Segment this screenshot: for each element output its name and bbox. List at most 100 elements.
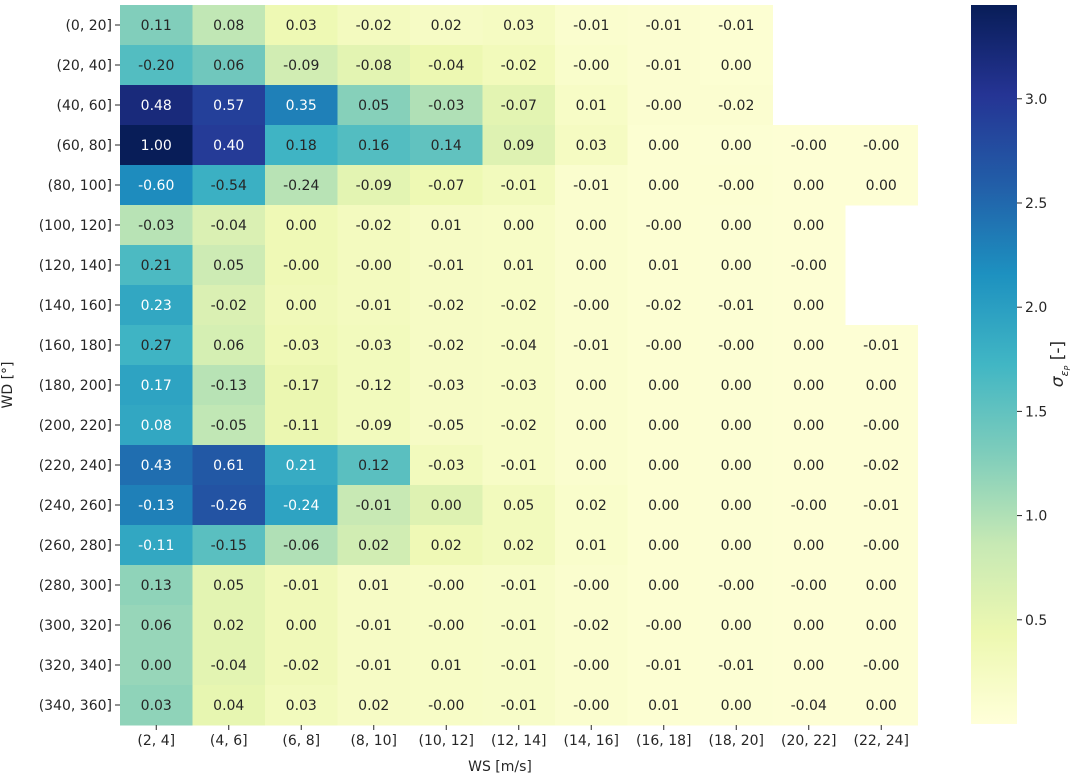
cell-value-label: 0.04 [213, 698, 244, 714]
cell-value-label: -0.00 [573, 698, 609, 714]
cell-value-label: -0.02 [283, 658, 319, 674]
heatmap-cell [627, 285, 701, 326]
cell-value-label: 0.01 [648, 698, 679, 714]
heatmap-cell [555, 605, 628, 646]
cell-value-label: -0.13 [138, 498, 174, 514]
heatmap-cell [555, 405, 628, 446]
cell-value-label: -0.01 [501, 658, 537, 674]
colorbar-tick-label: 0.5 [1025, 613, 1047, 629]
y-axis-label: WD [°] [0, 362, 16, 409]
cell-value-label: 0.03 [286, 698, 317, 714]
cell-value-label: 0.02 [358, 698, 389, 714]
cell-value-label: -0.24 [283, 178, 319, 194]
heatmap-cell [337, 405, 411, 446]
cell-value-label: -0.00 [573, 298, 609, 314]
x-tick-label: (12, 14] [491, 733, 546, 749]
cell-value-label: 0.08 [213, 18, 244, 34]
cell-value-label: -0.00 [428, 578, 464, 594]
heatmap-cell [482, 245, 556, 286]
cell-value-label: 0.16 [358, 138, 389, 154]
colorbar-tick-label: 1.0 [1025, 509, 1047, 525]
heatmap-cell [482, 645, 556, 686]
cell-value-label: 0.01 [576, 98, 607, 114]
heatmap-cell [120, 285, 193, 326]
heatmap-cell [700, 5, 773, 46]
y-tick-label: (320, 340] [39, 658, 112, 674]
heatmap-cell [192, 445, 266, 486]
heatmap-cell [772, 245, 846, 286]
heatmap-cell [772, 205, 846, 246]
cell-value-label: 0.00 [141, 658, 172, 674]
heatmap-cell [845, 445, 918, 486]
cell-value-label: -0.01 [356, 298, 392, 314]
heatmap-cell [192, 45, 266, 86]
cell-value-label: -0.02 [646, 298, 682, 314]
heatmap-cell [410, 565, 483, 606]
heatmap-cell [337, 525, 411, 566]
heatmap-cell [192, 485, 266, 526]
heatmap-cell [192, 405, 266, 446]
heatmap-cell [337, 645, 411, 686]
heatmap-cell [337, 245, 411, 286]
heatmap-cell [627, 525, 701, 566]
y-tick-label: (140, 160] [39, 298, 112, 314]
cell-value-label: 0.00 [793, 178, 824, 194]
heatmap-cell [265, 45, 338, 86]
heatmap-cell [120, 405, 193, 446]
y-tick-label: (100, 120] [39, 218, 112, 234]
heatmap-cell [337, 205, 411, 246]
cell-value-label: 0.00 [648, 378, 679, 394]
heatmap-cell [482, 125, 556, 166]
cell-value-label: -0.01 [646, 18, 682, 34]
cell-value-label: 0.00 [286, 298, 317, 314]
heatmap-cell [555, 5, 628, 46]
colorbar-label-symbol: σ [1048, 375, 1068, 387]
cell-value-label: -0.01 [356, 498, 392, 514]
cell-value-label: 0.00 [793, 378, 824, 394]
cell-value-label: -0.01 [501, 698, 537, 714]
heatmap-cell [772, 325, 846, 366]
cell-value-label: 0.00 [721, 498, 752, 514]
heatmap-cell [772, 285, 846, 326]
cell-value-label: -0.00 [646, 98, 682, 114]
cell-value-label: -0.00 [791, 578, 827, 594]
cell-value-label: 0.00 [721, 218, 752, 234]
heatmap-cell [337, 445, 411, 486]
y-tick-label: (260, 280] [39, 538, 112, 554]
cell-value-label: 0.06 [141, 618, 172, 634]
cell-value-label: 0.00 [721, 258, 752, 274]
heatmap-cell [265, 205, 338, 246]
heatmap-cell [627, 45, 701, 86]
heatmap-cell [700, 165, 773, 206]
cell-value-label: -0.01 [718, 18, 754, 34]
cell-value-label: 0.43 [141, 458, 172, 474]
cell-value-label: -0.00 [718, 338, 754, 354]
cell-value-label: 0.00 [576, 218, 607, 234]
heatmap-cell [410, 5, 483, 46]
cell-value-label: -0.04 [211, 218, 247, 234]
colorbar-tick-label: 1.5 [1025, 404, 1047, 420]
cell-value-label: 0.05 [213, 578, 244, 594]
colorbar-label: σεP [-] [1048, 341, 1071, 387]
heatmap-cell [845, 125, 918, 166]
heatmap-cell [410, 325, 483, 366]
heatmap-cell [627, 85, 701, 126]
heatmap-cell [627, 645, 701, 686]
cell-value-label: 0.21 [141, 258, 172, 274]
heatmap-cell [120, 525, 193, 566]
colorbar-tick-label: 2.5 [1025, 196, 1047, 212]
heatmap-cell [772, 365, 846, 406]
heatmap-cell [192, 165, 266, 206]
heatmap-cell [482, 565, 556, 606]
cell-value-label: -0.09 [356, 178, 392, 194]
cell-value-label: -0.01 [573, 338, 609, 354]
heatmap-cell [482, 285, 556, 326]
cell-value-label: -0.05 [428, 418, 464, 434]
heatmap-cell [482, 605, 556, 646]
cell-value-label: 0.06 [213, 338, 244, 354]
heatmap-cell [700, 405, 773, 446]
heatmap-cell [555, 45, 628, 86]
cell-value-label: -0.00 [791, 258, 827, 274]
heatmap-cell [845, 485, 918, 526]
heatmap-cell [337, 5, 411, 46]
